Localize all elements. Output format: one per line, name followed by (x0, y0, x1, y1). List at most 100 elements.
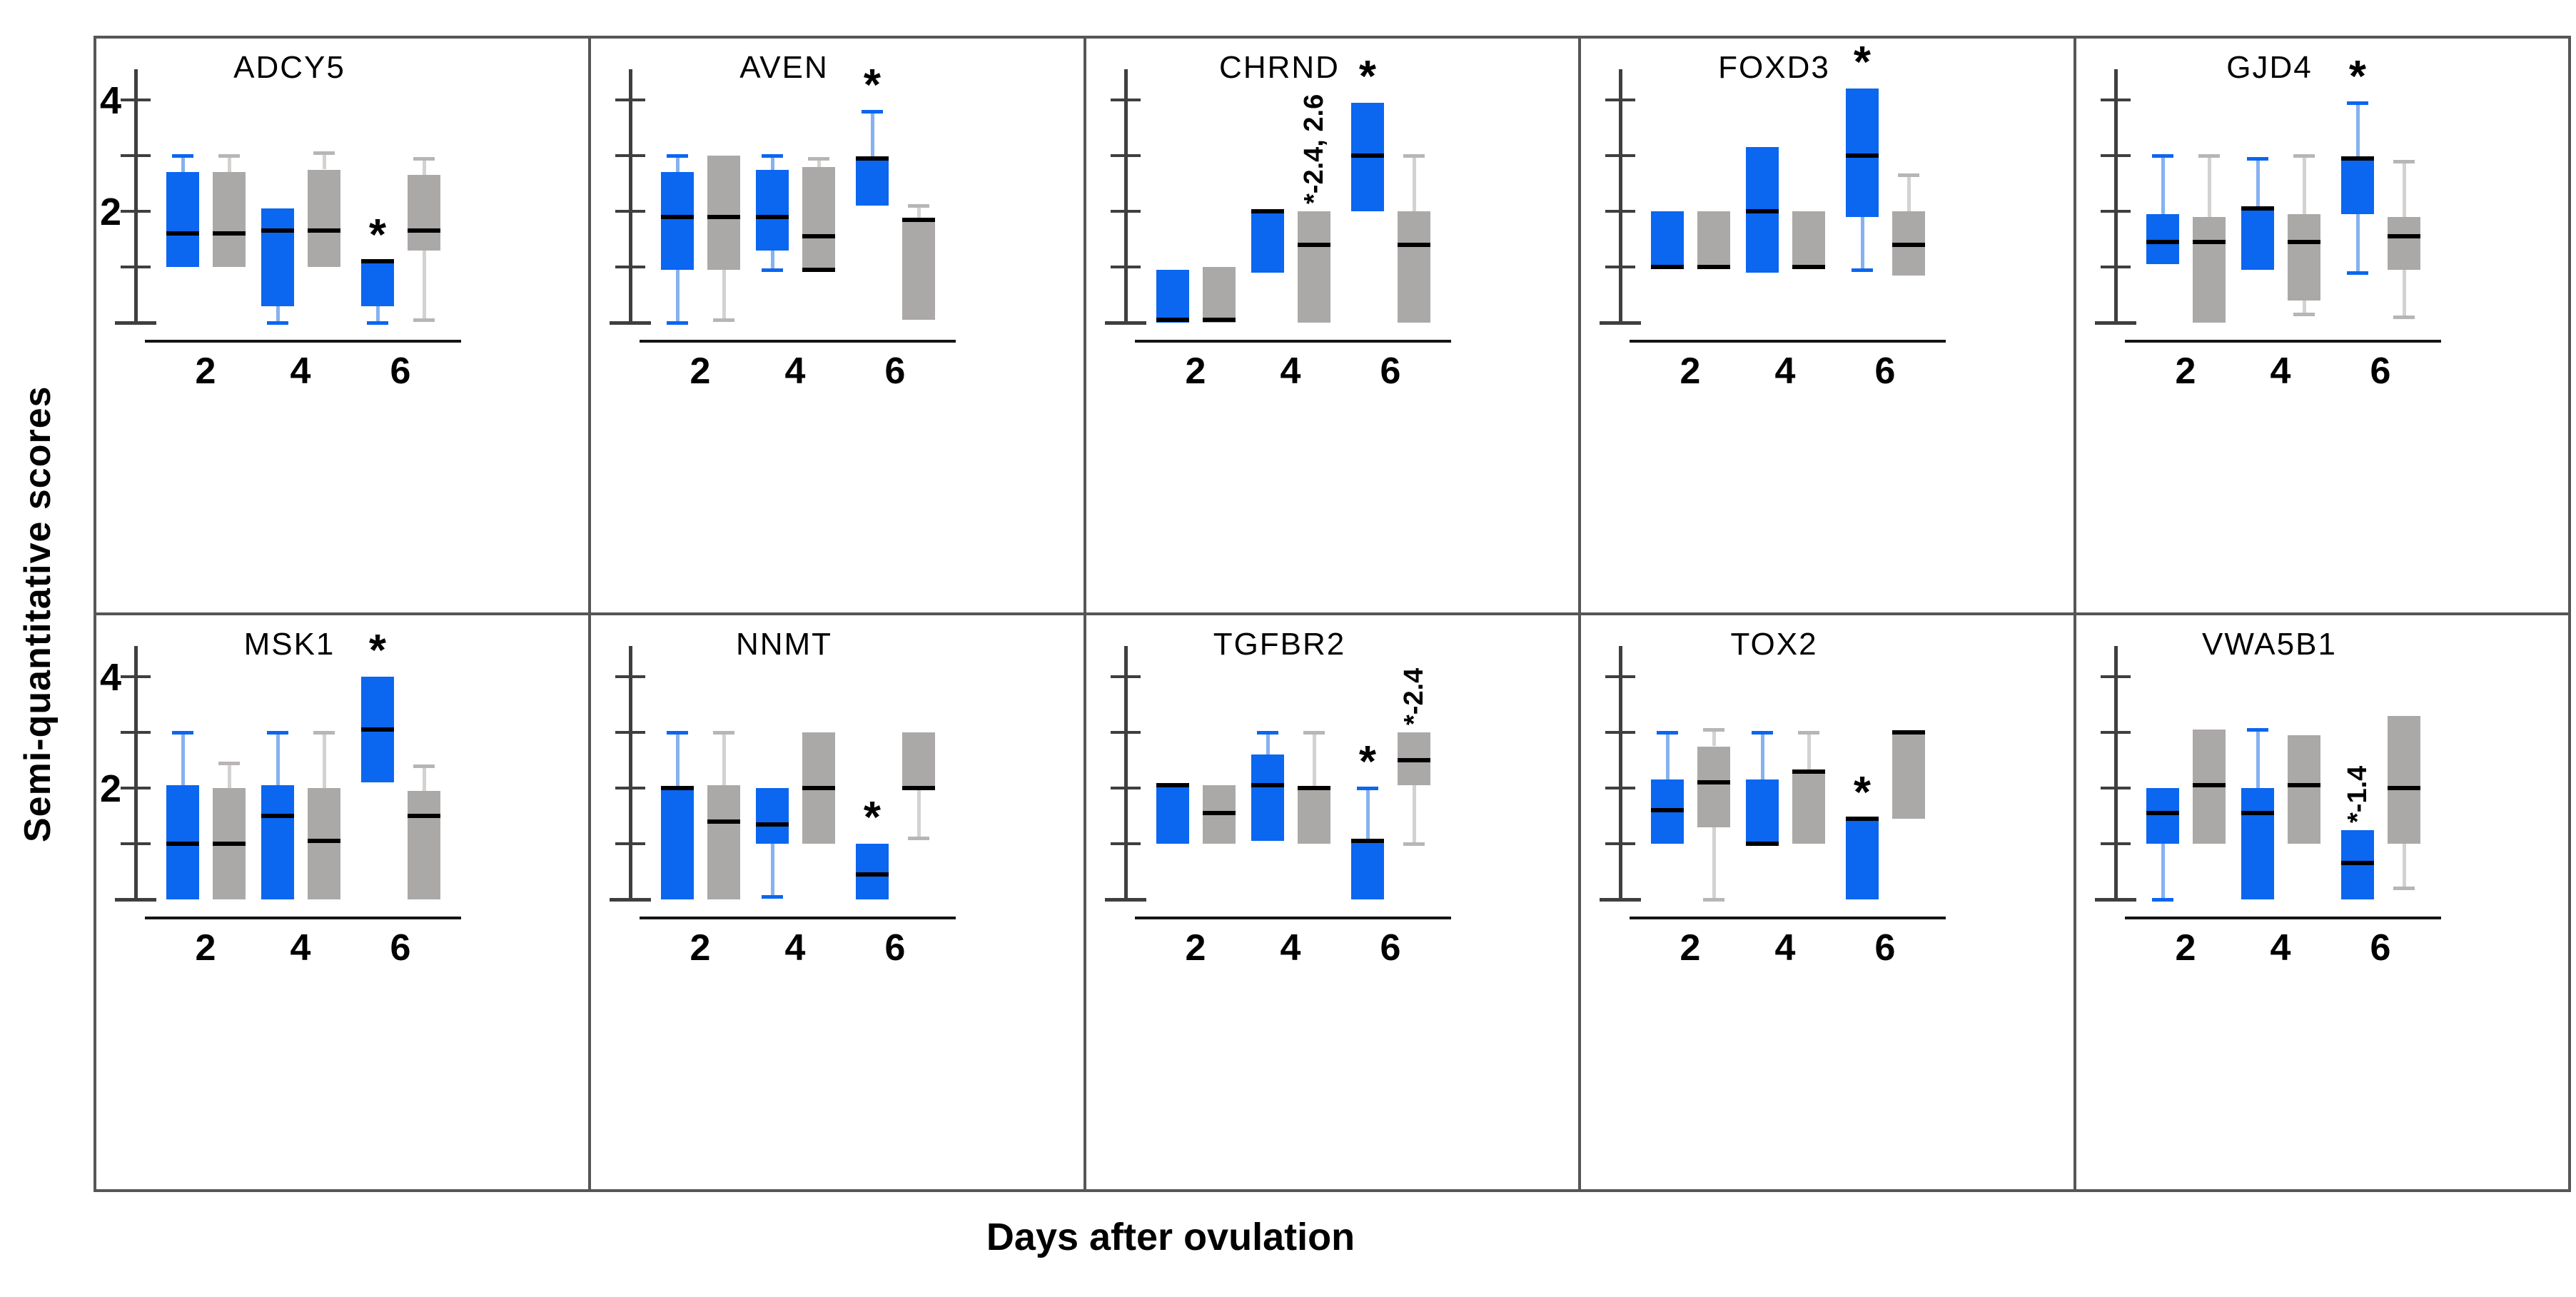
whisker-cap-lower (2152, 898, 2173, 902)
whisker-line-lower (2356, 213, 2360, 273)
whisker-line-upper (323, 732, 326, 788)
median-line (2241, 206, 2274, 211)
whisker-cap-upper (172, 154, 193, 158)
star-annotation: * (368, 626, 387, 675)
y-axis-line (134, 646, 138, 902)
median-line (361, 259, 394, 264)
day-label: 6 (1874, 927, 1896, 969)
x-baseline (1630, 340, 1751, 343)
box-blue (166, 172, 199, 267)
panel-border-horizontal (94, 612, 2571, 615)
whisker-cap-upper (313, 151, 335, 156)
x-baseline (145, 340, 266, 343)
box-gray (1298, 211, 1330, 323)
panel-border-horizontal (94, 1189, 2571, 1192)
whisker-line-upper (917, 206, 921, 220)
median-line (1697, 780, 1730, 785)
y-tick (1605, 154, 1635, 157)
panel-ADCY5: ADCY5 4 2 2 4 6 * (95, 37, 590, 614)
x-baseline (240, 917, 361, 919)
y-tick (615, 99, 645, 101)
panel-title: MSK1 (243, 627, 335, 662)
median-line (408, 814, 440, 818)
box-gray (1892, 732, 1925, 819)
whisker-cap-lower (1403, 842, 1425, 846)
whisker-cap-upper (667, 731, 688, 735)
whisker-cap-lower (2293, 313, 2315, 317)
x-baseline (1330, 340, 1451, 343)
box-blue (1846, 818, 1879, 899)
y-tick (2101, 266, 2131, 268)
whisker-line-upper (771, 156, 774, 170)
whisker-line-upper (1807, 732, 1811, 772)
whisker-cap-upper (2247, 156, 2268, 161)
x-baseline (145, 917, 266, 919)
whisker-line-lower (771, 844, 774, 897)
whisker-cap-lower (2393, 887, 2415, 891)
y-tick (2101, 154, 2131, 157)
median-line (1746, 842, 1779, 846)
star-annotation: * (863, 793, 882, 842)
box-blue (1351, 841, 1384, 899)
panel-AVEN: AVEN 2 4 6 * (590, 37, 1085, 614)
whisker-cap-upper (808, 156, 829, 161)
whisker-cap-upper (413, 764, 435, 768)
whisker-line-lower (1712, 827, 1716, 899)
day-label: 6 (1874, 350, 1896, 392)
whisker-line-upper (722, 732, 726, 786)
whisker-cap-lower (713, 318, 734, 323)
day-label: 2 (195, 927, 216, 969)
y-axis-zero-cap (610, 321, 651, 325)
median-line (2288, 783, 2320, 788)
median-line (1398, 242, 1430, 247)
whisker-line-upper (676, 732, 680, 788)
panel-title: TGFBR2 (1213, 627, 1346, 662)
box-gray (213, 172, 246, 267)
x-baseline (834, 340, 956, 343)
day-label: 2 (195, 350, 216, 392)
median-line (1792, 769, 1825, 774)
day-label: 6 (1380, 350, 1401, 392)
whisker-line-lower (2403, 844, 2406, 889)
median-line (261, 228, 294, 233)
box-gray (2288, 213, 2320, 301)
median-line (308, 228, 340, 233)
note-annotation: *-2.4, 2.6 (1299, 94, 1329, 204)
day-label: 2 (2175, 350, 2196, 392)
median-line (1351, 153, 1384, 158)
y-tick (615, 731, 645, 734)
y-axis-zero-cap (1105, 898, 1146, 902)
note-annotation: *-2.4 (1399, 667, 1429, 725)
whisker-cap-upper (267, 731, 288, 735)
y-axis-line (1124, 69, 1128, 325)
y-tick (2101, 210, 2131, 213)
box-blue (1251, 755, 1284, 842)
median-line (1203, 811, 1236, 816)
box-gray (1203, 267, 1236, 323)
whisker-cap-upper (2347, 101, 2368, 105)
star-annotation: * (1358, 51, 1377, 101)
median-line (166, 231, 199, 236)
median-line (308, 839, 340, 844)
day-label: 2 (690, 927, 711, 969)
panel-title: VWA5B1 (2202, 627, 2337, 662)
y-tick (615, 787, 645, 789)
whisker-cap-lower (267, 321, 288, 325)
y-axis-line (134, 69, 138, 325)
median-line (2341, 156, 2374, 161)
box-blue (661, 172, 694, 270)
y-axis-zero-cap (1600, 898, 1641, 902)
box-blue (1846, 89, 1879, 217)
box-gray (2388, 216, 2420, 270)
y-tick (1111, 210, 1141, 213)
box-gray (902, 219, 935, 321)
whisker-cap-lower (1703, 898, 1724, 902)
whisker-cap-upper (1752, 731, 1773, 735)
whisker-line-lower (771, 250, 774, 270)
y-tick (121, 675, 151, 678)
whisker-line-upper (1761, 732, 1764, 780)
day-label: 4 (784, 927, 806, 969)
median-line (2193, 239, 2226, 244)
median-line (1251, 209, 1284, 213)
day-label: 6 (1380, 927, 1401, 969)
